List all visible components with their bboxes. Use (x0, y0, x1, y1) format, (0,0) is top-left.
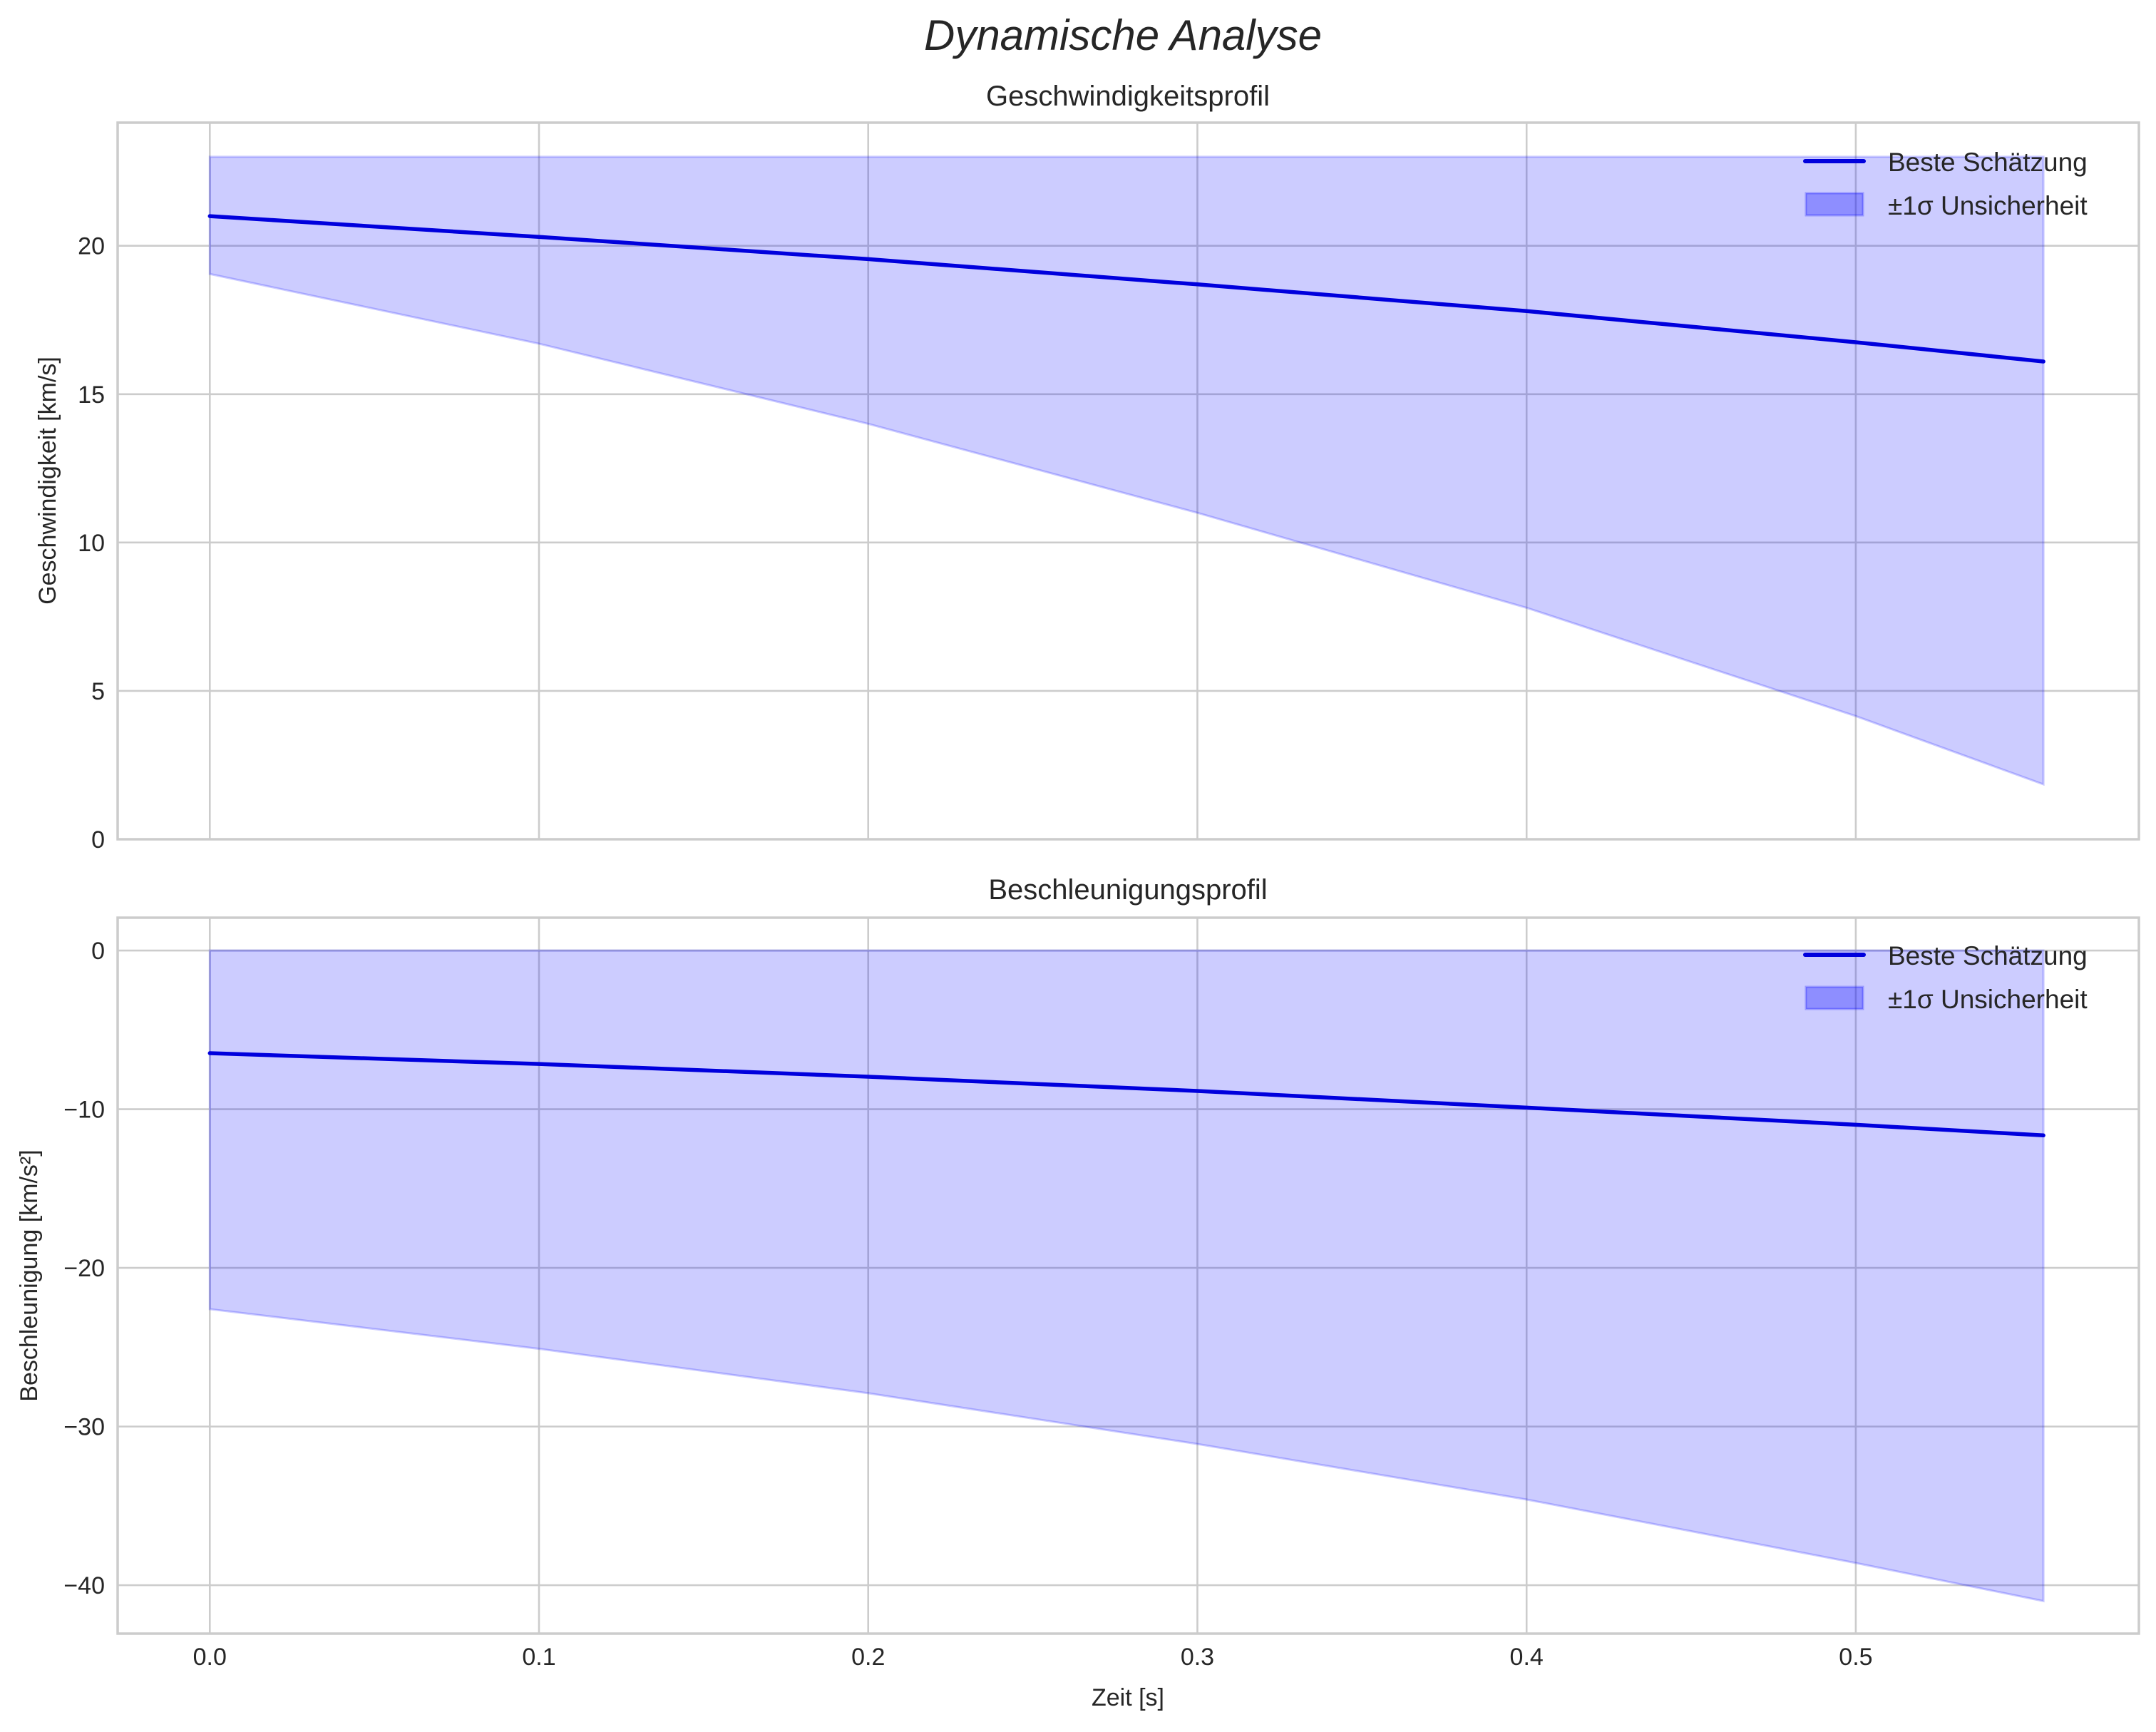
x-tick-label: 0.2 (851, 1644, 885, 1671)
velocity-axes-frame (116, 121, 2140, 841)
velocity-ticks: 0 5 10 15 20 (78, 233, 105, 854)
y-tick-label: −20 (63, 1255, 105, 1282)
velocity-subplot: Geschwindigkeitsprofil 0 5 10 15 20 Geschwin… (34, 81, 2140, 854)
acceleration-ticks: 0.0 0.1 0.2 0.3 0.4 0.5 0 −10 −20 −30 −40 (63, 938, 1872, 1671)
y-tick-label: 15 (78, 381, 105, 409)
acceleration-subplot: Beschleunigungsprofil 0.0 0.1 0.2 0.3 0.4 0.5… (16, 874, 2140, 1711)
y-tick-label: −30 (63, 1414, 105, 1441)
acceleration-subplot-title: Beschleunigungsprofil (988, 874, 1267, 906)
x-tick-label: 0.0 (193, 1644, 227, 1671)
acceleration-data (207, 949, 2045, 1603)
best-estimate-line (207, 214, 2045, 364)
legend-line-label: Beste Schätzung (1888, 941, 2088, 970)
velocity-data (207, 155, 2045, 786)
acceleration-legend: Beste Schätzung ±1σ Unsicherheit (1803, 941, 2088, 1014)
velocity-legend: Beste Schätzung ±1σ Unsicherheit (1803, 148, 2088, 220)
legend-line-label: Beste Schätzung (1888, 148, 2088, 177)
x-tick-label: 0.3 (1181, 1644, 1214, 1671)
acceleration-axes-frame (116, 916, 2140, 1635)
velocity-y-axis-label: Geschwindigkeit [km/s] (34, 357, 61, 605)
x-tick-label: 0.5 (1839, 1644, 1872, 1671)
figure-title: Dynamische Analyse (924, 11, 1322, 59)
acceleration-y-axis-label: Beschleunigung [km/s²] (16, 1149, 43, 1401)
velocity-subplot-title: Geschwindigkeitsprofil (986, 81, 1270, 112)
x-tick-label: 0.1 (522, 1644, 555, 1671)
y-tick-label: 20 (78, 233, 105, 260)
x-axis-label: Zeit [s] (1092, 1684, 1164, 1711)
legend-band-label: ±1σ Unsicherheit (1888, 985, 2088, 1014)
legend-band-label: ±1σ Unsicherheit (1888, 191, 2088, 220)
y-tick-label: 5 (91, 678, 105, 705)
y-tick-label: 0 (91, 938, 105, 965)
legend-band-swatch (1805, 192, 1864, 217)
y-tick-label: −40 (63, 1572, 105, 1599)
uncertainty-band (208, 155, 2045, 786)
uncertainty-band (208, 949, 2045, 1603)
acceleration-grid (118, 918, 2139, 1634)
x-tick-label: 0.4 (1510, 1644, 1544, 1671)
y-tick-label: 0 (91, 826, 105, 854)
y-tick-label: 10 (78, 530, 105, 557)
legend-band-swatch (1805, 985, 1864, 1010)
best-estimate-line (207, 1051, 2045, 1138)
y-tick-label: −10 (63, 1097, 105, 1124)
